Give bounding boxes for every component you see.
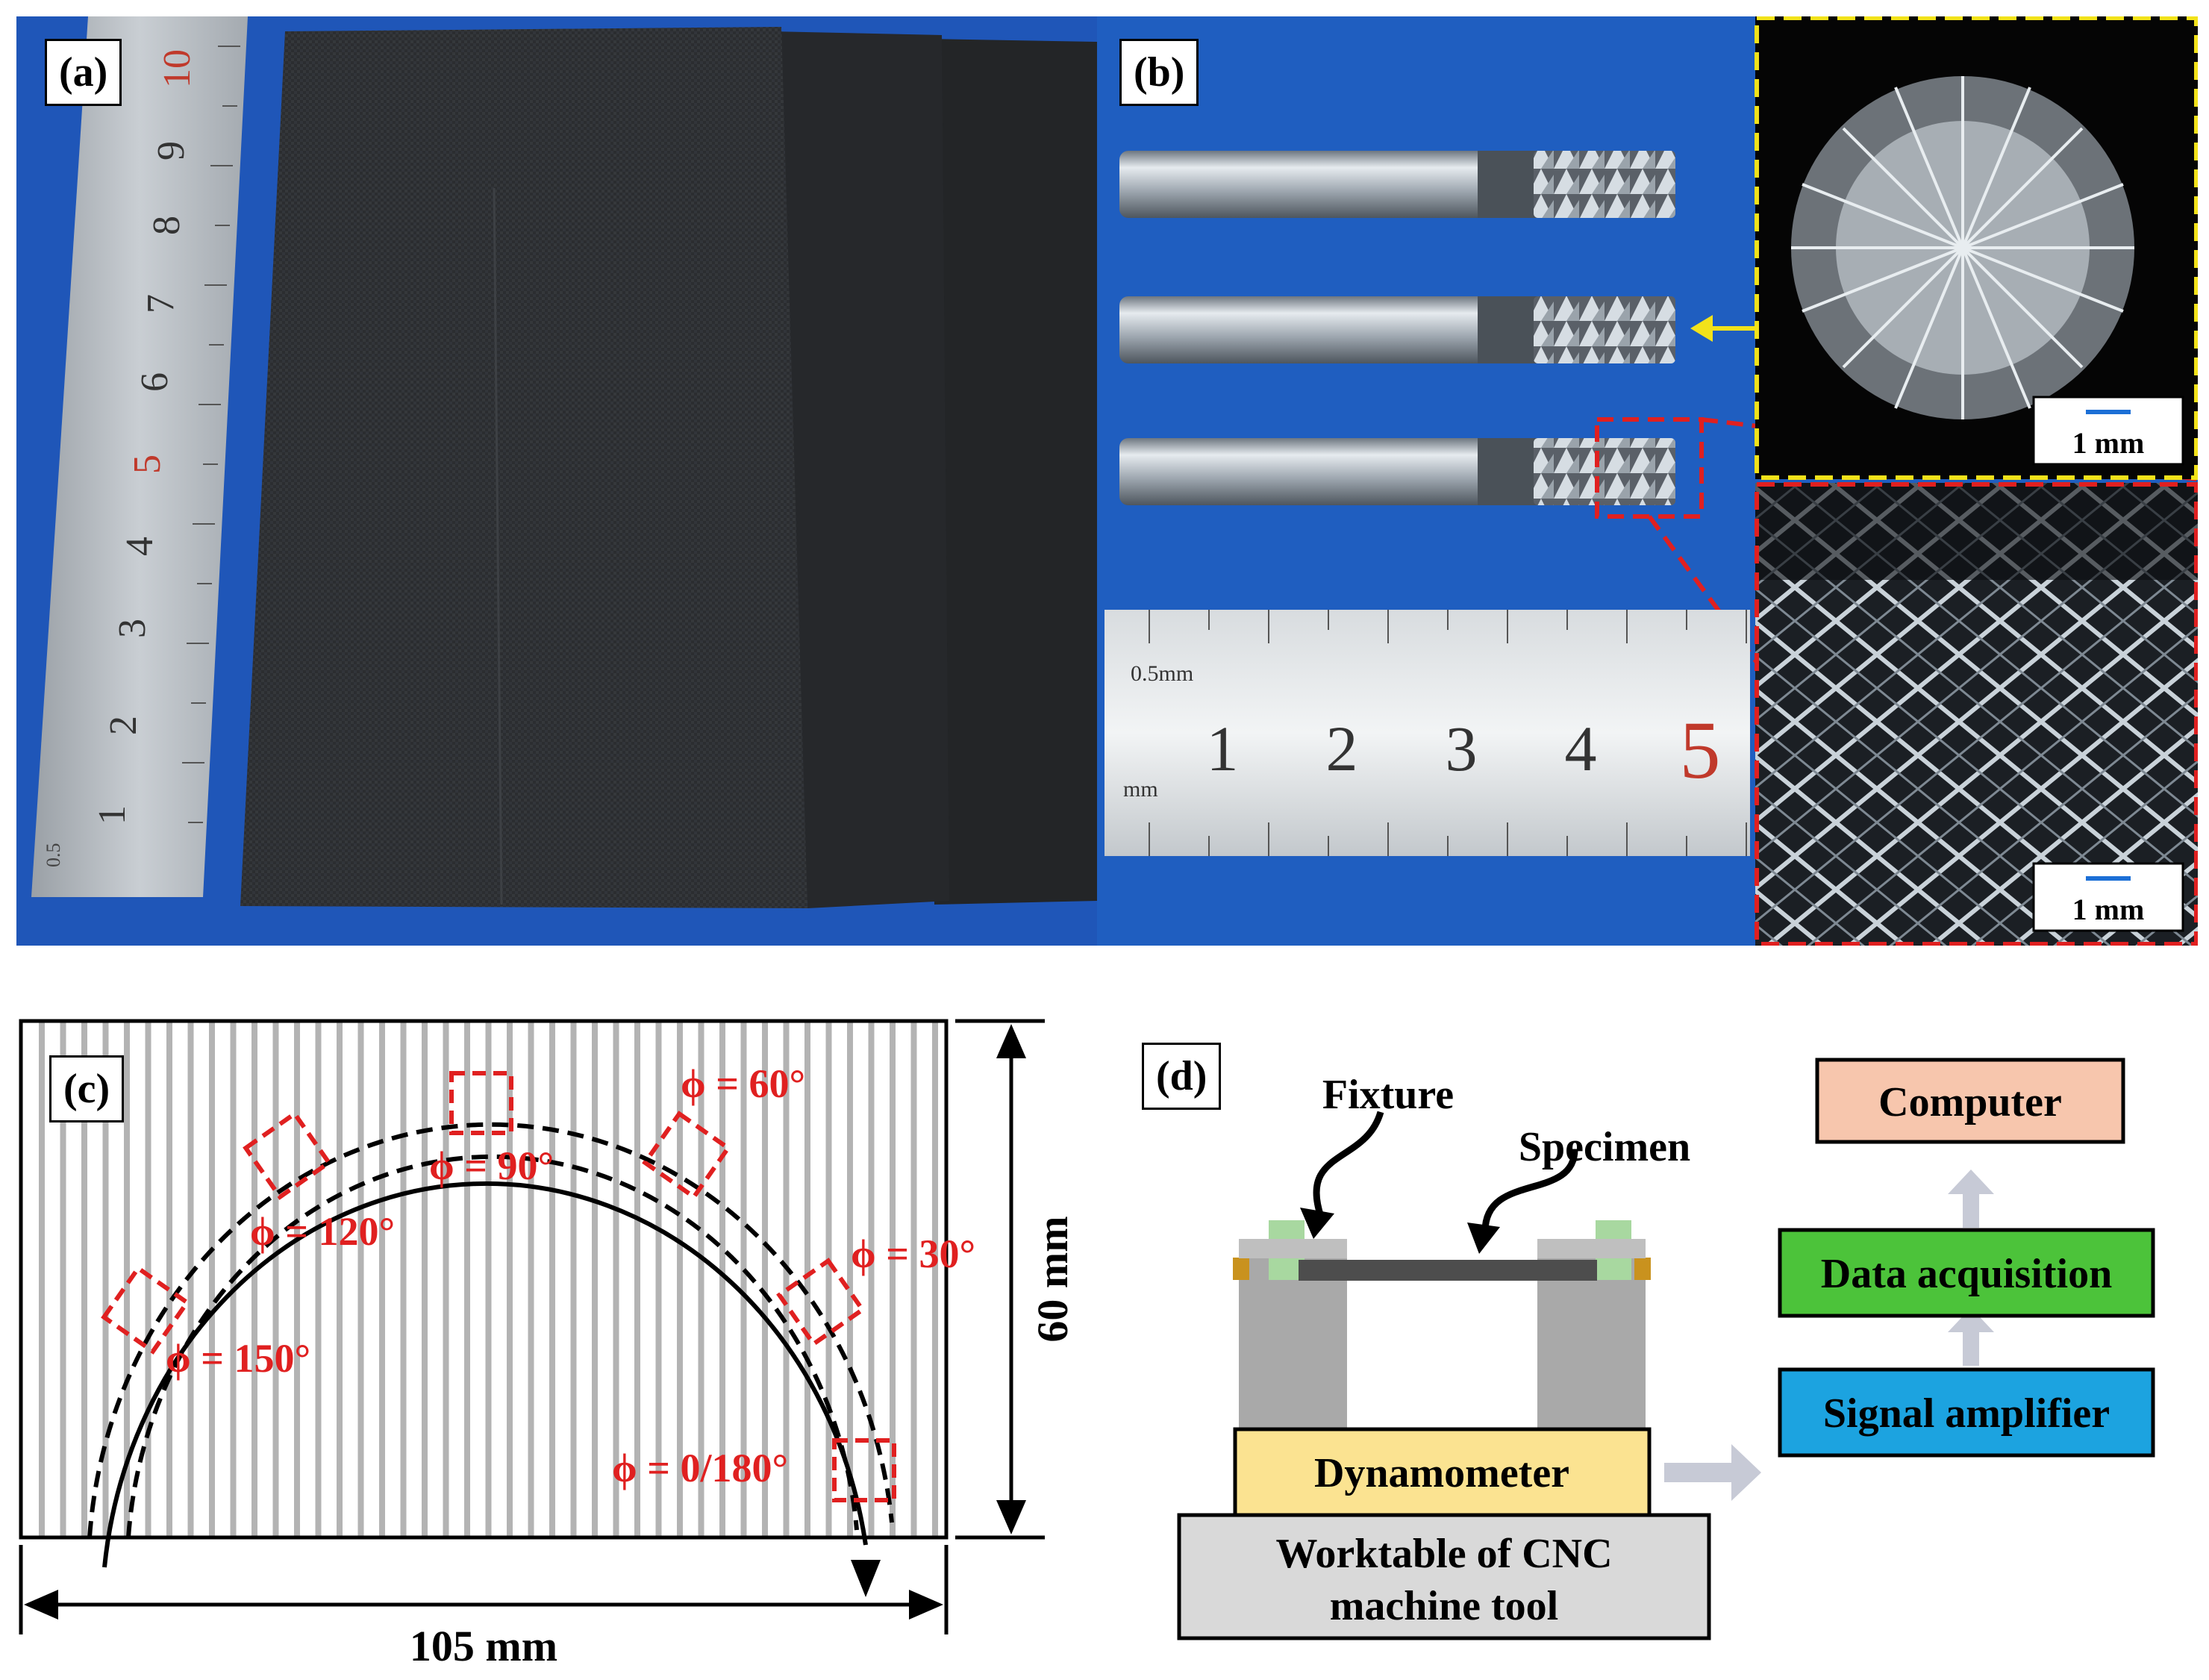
angle-label-0-180: ϕ = 0/180° [612,1446,788,1490]
signal-amplifier-box [1778,1367,2155,1458]
carbon-sheet-back-1 [770,31,949,908]
angle-box-90 [449,1071,513,1135]
specimen-label: Specimen [1519,1124,1690,1170]
steel-ruler [31,16,248,897]
width-arrow-right [909,1590,943,1620]
steel-ruler-b [1104,610,1750,856]
flow-arrow-dyn-to-amp [1664,1444,1761,1501]
ruler-a-num-3: 3 [111,619,154,638]
ruler-a-small: 0.5 [43,843,64,868]
height-dimension [955,1019,1045,1540]
panel-c-diagram: ϕ = 60° ϕ = 90° ϕ = 120° ϕ = 30° ϕ = 150… [19,1019,1077,1670]
cutting-tool-3 [1119,438,1675,505]
width-dimension-label: 105 mm [410,1622,557,1670]
ruler-a-num-7: 7 [140,294,182,313]
ruler-a-num-8: 8 [146,216,188,235]
height-dimension-label: 60 mm [1028,1216,1077,1342]
ruler-a-ticks [182,46,240,823]
fixture-arrowhead [1300,1208,1334,1239]
flow-arrow-amp-to-daq [1948,1308,1994,1366]
angle-label-150: ϕ = 150° [166,1336,310,1381]
tool-path-center [102,1181,868,1568]
scalebar-top: 1 mm [2032,396,2184,466]
scalebar-top-text: 1 mm [2072,426,2145,460]
carbon-sheet-back-2 [927,39,1097,905]
ruler-b-top-unit: 0.5mm [1131,661,1193,686]
ruler-b-num-1: 1 [1207,713,1239,784]
ruler-a-num-5: 5 [126,455,169,474]
scalebar-bottom-text: 1 mm [2072,893,2145,926]
dynamometer-box [1233,1427,1652,1517]
sheet-seam [493,187,503,905]
panel-a-label: (a) [45,39,122,106]
ruler-a-num-9: 9 [150,141,193,160]
angle-box-60 [642,1111,731,1200]
ruler-a-num-1: 1 [91,805,134,825]
ruler-a-num-6: 6 [134,372,176,392]
data-acquisition-box [1778,1228,2155,1318]
height-arrow-top [996,1024,1026,1058]
fixture-top-bar-right [1537,1239,1646,1258]
ruler-b-num-4: 4 [1565,713,1597,784]
computer-label: Computer [1878,1079,2062,1125]
scalebar-bottom: 1 mm [2032,862,2184,932]
ruler-b-ticks [1149,610,1747,856]
specimen-arrow [1481,1149,1578,1232]
panel-b-photo: 0.5mm mm 1 2 3 4 5 1 [1097,16,2199,946]
panel-d-diagram: Fixture Specimen Dynamometer Worktable o… [1177,1058,2155,1640]
ruler-b-num-5: 5 [1680,705,1721,796]
angle-label-90: ϕ = 90° [429,1143,554,1188]
fiber-lines [39,1022,938,1536]
worktable-label-line1: Worktable of CNC [1275,1531,1612,1577]
height-arrow-bottom [996,1500,1026,1534]
panel-a-photo: 1 2 3 4 5 6 7 8 9 10 0.5 [16,16,1097,946]
width-arrow-left [24,1590,58,1620]
tool-path-outer-dashed [87,1122,894,1538]
specimen-outline [19,1019,949,1540]
fixture-arrow [1313,1111,1384,1218]
ruler-b-num-3: 3 [1446,713,1478,784]
fixture-right-clamp [1634,1258,1651,1280]
panel-b: 0.5mm mm 1 2 3 4 5 1 [1097,16,2199,946]
angle-label-30: ϕ = 30° [851,1231,975,1276]
panel-b-label: (b) [1119,39,1199,106]
carbon-sheet-front [240,27,807,908]
worktable-label-line2: machine tool [1330,1583,1558,1629]
fixture-label: Fixture [1322,1072,1454,1118]
worktable-box [1177,1513,1711,1640]
cutting-tool-2 [1119,296,1675,363]
fixture-left-clamp [1233,1258,1249,1280]
panel-d-label: (d) [1142,1043,1222,1110]
width-dimension [19,1545,949,1634]
specimen-arrowhead [1467,1222,1500,1254]
tool-path-arrowhead [851,1560,881,1597]
ruler-b-num-2: 2 [1326,713,1358,784]
data-acquisition-label: Data acquisition [1821,1251,2113,1297]
ruler-b-bottom-unit: mm [1123,777,1158,802]
cutting-tool-1 [1119,151,1675,218]
panel-c-label: (c) [49,1055,125,1122]
panel-d: Fixture Specimen Dynamometer Worktable o… [1097,993,2198,1676]
angle-box-0-180 [832,1438,896,1502]
fixture-top-bar-left [1239,1239,1347,1258]
computer-box [1815,1058,2125,1144]
ruler-a-num-4: 4 [119,537,161,556]
signal-amplifier-label: Signal amplifier [1823,1390,2110,1437]
specimen-plate [1299,1260,1597,1281]
angle-label-120: ϕ = 120° [250,1209,395,1254]
flow-arrow-daq-to-computer [1948,1170,1994,1228]
panel-a: 1 2 3 4 5 6 7 8 9 10 0.5 (a) [16,16,1097,946]
ruler-a-num-2: 2 [102,716,145,735]
ruler-a-num-10: 10 [156,49,199,88]
angle-label-60: ϕ = 60° [681,1061,805,1106]
dynamometer-label: Dynamometer [1314,1450,1569,1496]
panel-c: ϕ = 60° ϕ = 90° ϕ = 120° ϕ = 30° ϕ = 150… [0,993,1097,1676]
